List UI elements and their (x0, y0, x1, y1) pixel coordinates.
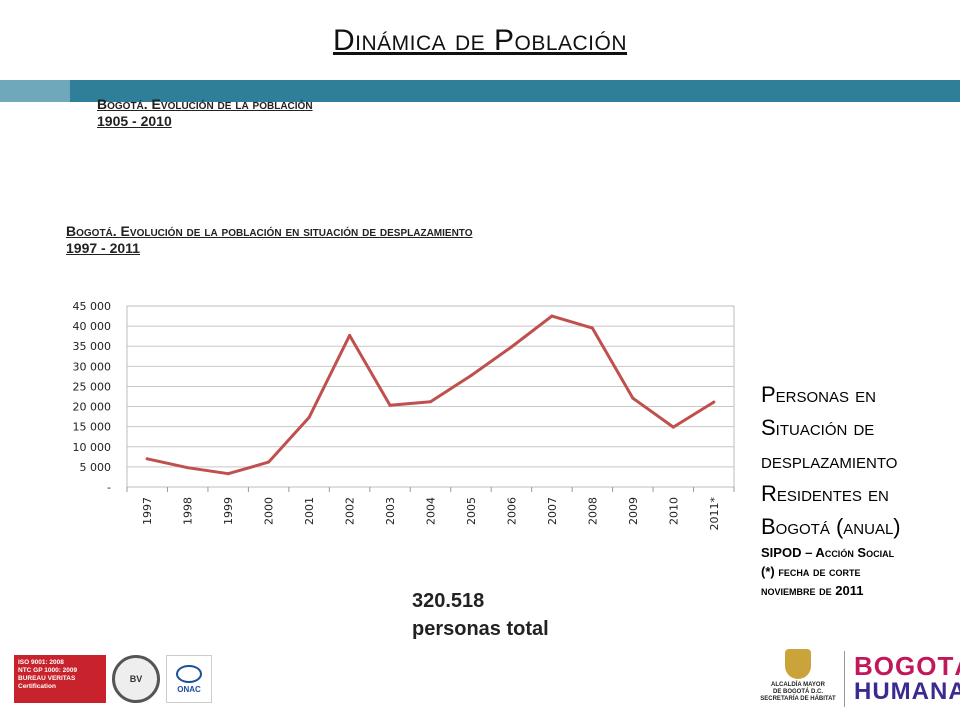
y-tick-label: 35 000 (73, 340, 112, 353)
subtitle-population-history-line2: 1905 - 2010 (97, 113, 172, 129)
data-point (509, 345, 513, 349)
subtitle-displacement: Bogotá. Evolución de la población en sit… (66, 223, 473, 257)
x-tick-label: 1998 (182, 497, 195, 525)
x-tick-label: 2001 (303, 497, 316, 525)
alcaldia-text-3: SECRETARÍA DE HÁBITAT (760, 696, 836, 702)
source-line-2: (*) fecha de corte (761, 564, 861, 579)
x-tick-label: 2000 (263, 497, 276, 525)
onac-icon (176, 664, 202, 683)
bogota-logo-line2: HUMANA (854, 678, 960, 705)
y-tick-label: - (107, 481, 111, 494)
data-point (550, 314, 554, 318)
bogota-humana-logo: BOGOTÁ HUMANA (854, 653, 960, 705)
data-point (307, 415, 311, 419)
coat-of-arms-icon (785, 649, 811, 679)
y-tick-label: 40 000 (73, 320, 112, 333)
plot-area-border (126, 305, 735, 488)
data-point (671, 425, 675, 429)
x-tick-label: 2010 (667, 497, 680, 525)
x-tick-label: 2006 (505, 497, 518, 525)
logo-divider (844, 651, 845, 707)
alcaldia-logo: ALCALDÍA MAYOR DE BOGOTÁ D.C. SECRETARÍA… (758, 647, 838, 713)
x-tick-label: 2003 (384, 497, 397, 525)
y-tick-label: 15 000 (73, 421, 112, 434)
description-line-5: Bogotá (anual) (761, 514, 901, 539)
data-point (429, 400, 432, 404)
source-line-1: SIPOD – Acción Social (761, 545, 895, 560)
series-line (145, 314, 716, 476)
bogota-logo-line1: BOGOTÁ (854, 651, 960, 681)
total-displaced: 320.518 personas total (412, 587, 549, 643)
chart-description: Personas en Situación de desplazamiento … (761, 378, 956, 600)
header-band (0, 80, 960, 102)
description-line-4: Residentes en (761, 481, 889, 506)
x-tick-label: 2004 (425, 497, 438, 525)
description-line-1: Personas en (761, 382, 876, 407)
total-label: personas total (412, 618, 549, 640)
data-point (712, 400, 716, 404)
y-tick-label: 45 000 (73, 300, 112, 313)
data-point (631, 396, 635, 400)
iso-text-1: ISO 9001: 2008 (18, 659, 64, 666)
data-point (348, 333, 352, 337)
source-line-3: noviembre de 2011 (761, 583, 864, 598)
x-tick-label: 1997 (141, 497, 154, 525)
header-band-accent (0, 80, 70, 102)
y-tick-label: 20 000 (73, 401, 112, 414)
x-tick-label: 1999 (222, 497, 235, 525)
data-point (226, 472, 230, 476)
slide-title: Dinámica de Población (332, 24, 628, 57)
data-point (388, 403, 392, 407)
certification-logos: ISO 9001: 2008 NTC GP 1000: 2009 BUREAU … (14, 654, 212, 704)
description-line-3: desplazamiento (761, 448, 898, 473)
data-point (590, 326, 594, 330)
iso-text-3: BUREAU VERITAS (18, 675, 76, 682)
onac-text: ONAC (177, 684, 201, 694)
subtitle-displacement-line2: 1997 - 2011 (66, 240, 140, 256)
iso-certification-logo: ISO 9001: 2008 NTC GP 1000: 2009 BUREAU … (14, 655, 106, 703)
bureau-veritas-seal-icon: BV (112, 655, 160, 703)
subtitle-population-history-line1: Bogotá. Evolución de la población (97, 96, 313, 112)
displacement-line-chart: - 5 000 10 000 15 000 20 000 25 000 30 000 35 0… (73, 300, 735, 531)
y-tick-label: 10 000 (73, 441, 112, 454)
data-point (145, 457, 149, 461)
alcaldia-text-2: DE BOGOTÁ D.C. (772, 689, 823, 695)
x-tick-label: 2005 (465, 497, 478, 525)
subtitle-displacement-line1: Bogotá. Evolución de la población en sit… (66, 223, 473, 239)
alcaldia-text-1: ALCALDÍA MAYOR (771, 682, 825, 688)
data-point (186, 466, 190, 470)
onac-logo: ONAC (166, 655, 212, 703)
x-tick-label: 2009 (627, 497, 640, 525)
description-line-2: Situación de (761, 415, 875, 440)
subtitle-population-history: Bogotá. Evolución de la población 1905 -… (97, 96, 313, 130)
total-value: 320.518 (412, 590, 485, 612)
y-tick-label: 25 000 (73, 380, 112, 393)
government-logos: ALCALDÍA MAYOR DE BOGOTÁ D.C. SECRETARÍA… (758, 647, 960, 713)
iso-text-2: NTC GP 1000: 2009 (18, 667, 78, 674)
x-tick-label: 2011* (708, 497, 721, 531)
x-tick-label: 2002 (344, 497, 357, 525)
y-tick-label: 5 000 (80, 461, 112, 474)
data-point (267, 460, 271, 464)
y-tick-label: 30 000 (73, 360, 112, 373)
x-tick-label: 2008 (586, 497, 599, 525)
x-tick-label: 2007 (546, 497, 559, 525)
data-point (469, 374, 473, 378)
iso-text-4: Certification (18, 683, 56, 690)
